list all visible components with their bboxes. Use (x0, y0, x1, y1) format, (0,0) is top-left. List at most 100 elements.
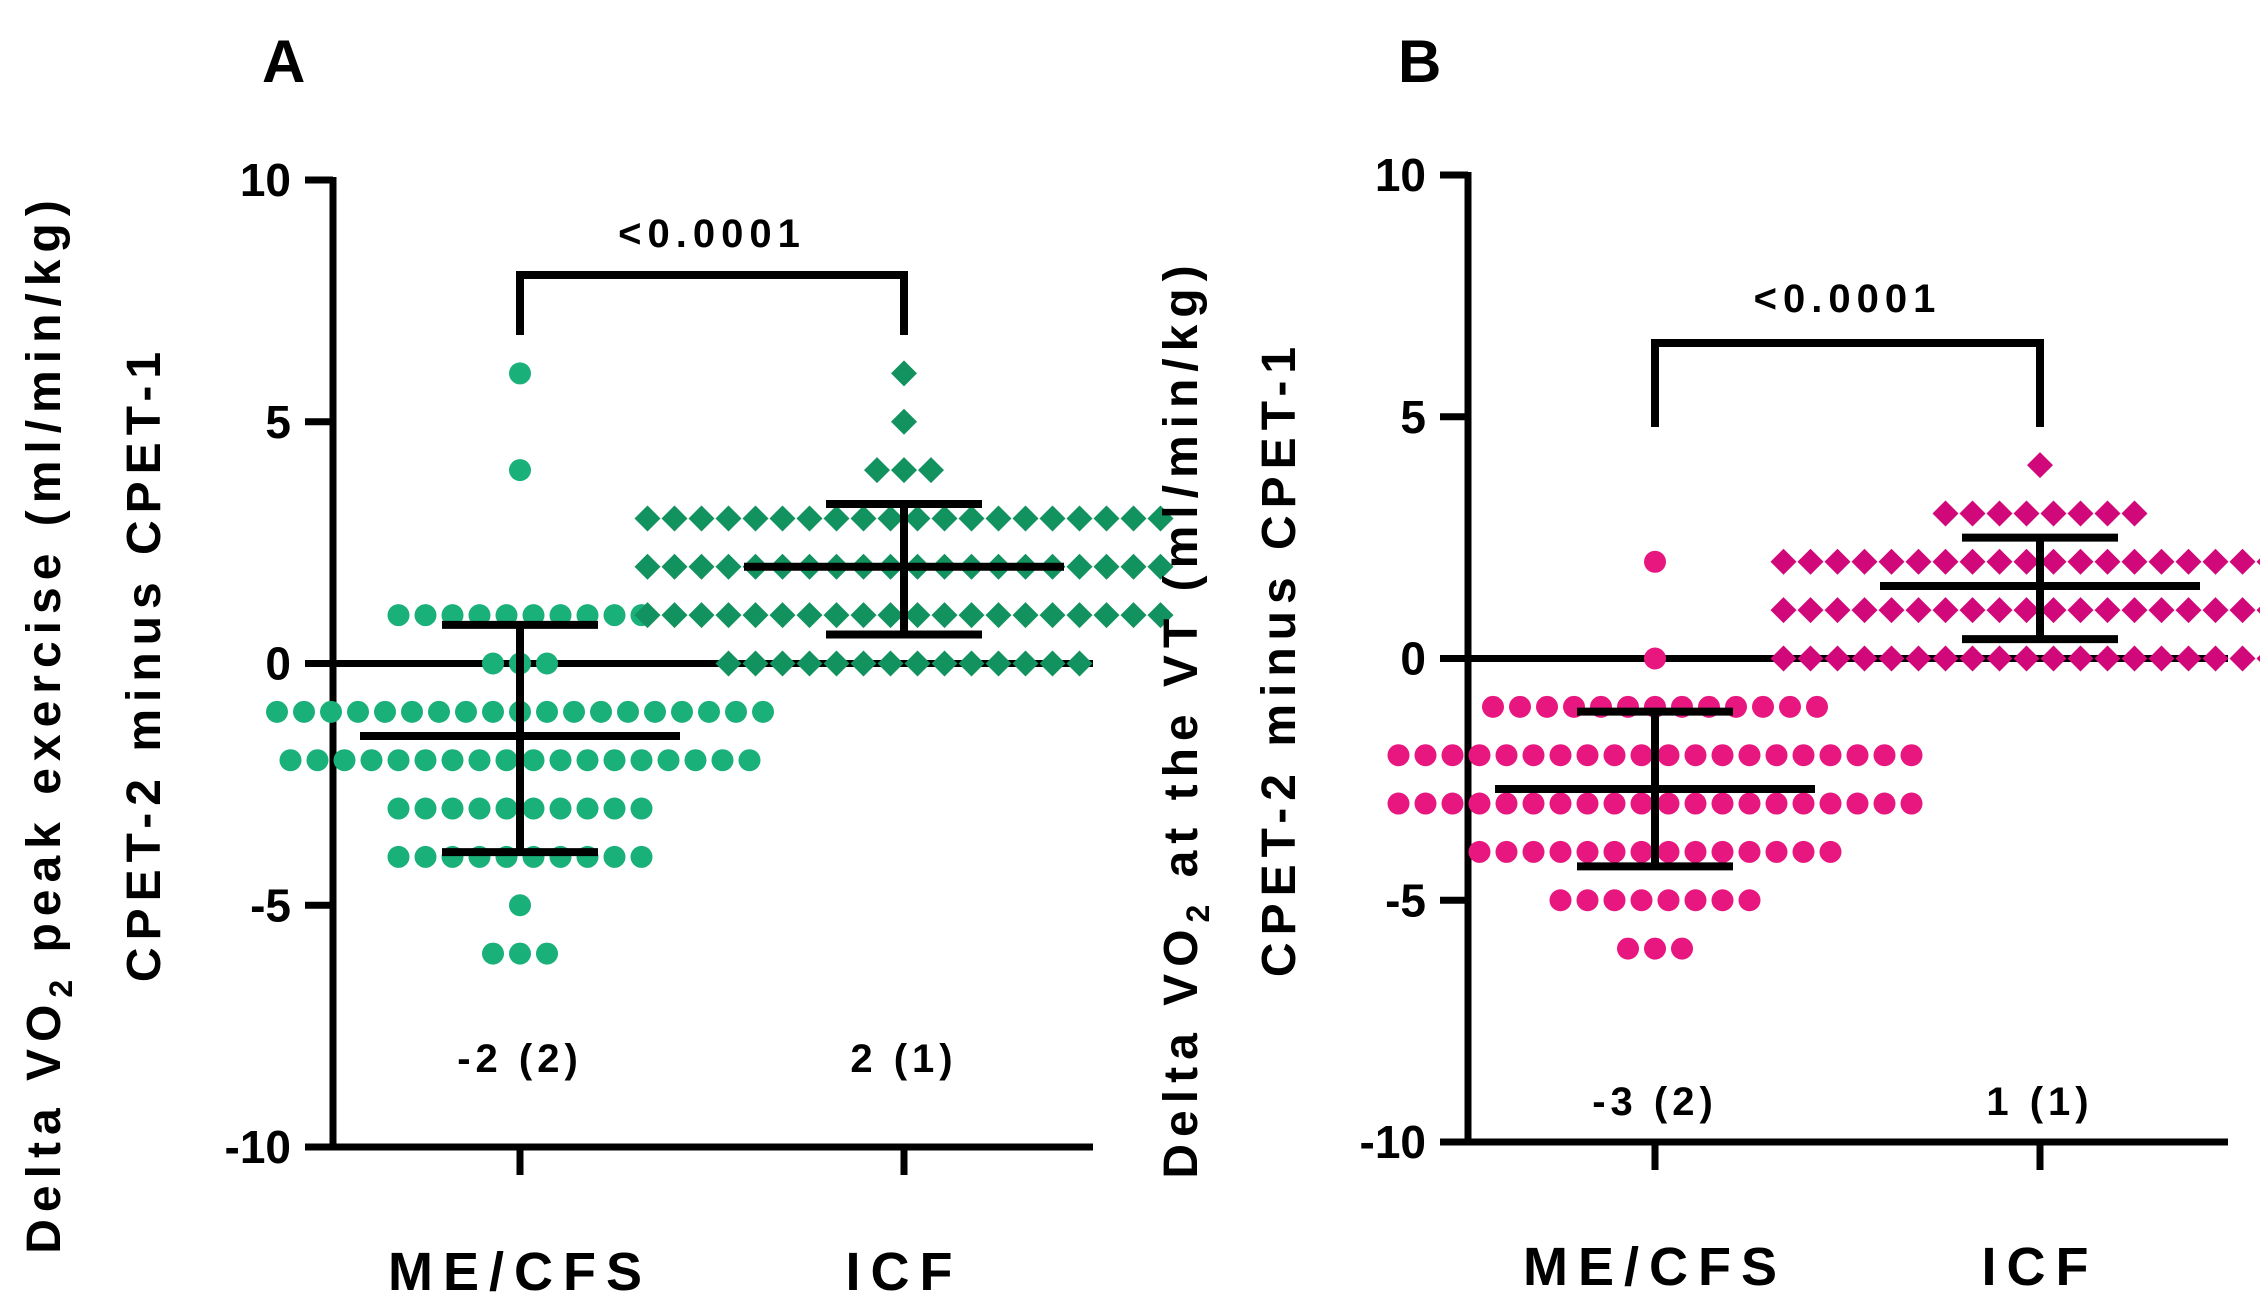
data-point (2013, 500, 2040, 527)
data-point (1441, 744, 1464, 767)
data-point (603, 749, 626, 772)
data-point (2027, 452, 2053, 479)
data-point (1986, 548, 2013, 575)
data-point (1549, 840, 1572, 863)
data-point (904, 505, 931, 532)
data-point (904, 650, 931, 677)
data-point (1738, 840, 1761, 863)
y-axis-label-line2: CPET-2 minus CPET-1 (1253, 340, 1306, 977)
data-point (2202, 645, 2229, 672)
data-point (603, 845, 626, 868)
data-point (2013, 548, 2040, 575)
data-point (1603, 840, 1626, 863)
data-point (414, 604, 437, 627)
data-point (2175, 548, 2202, 575)
data-point (1905, 597, 1932, 624)
data-point (1684, 840, 1707, 863)
data-point (891, 457, 917, 484)
data-point (1846, 792, 1869, 815)
data-point (1509, 695, 1531, 718)
data-point (428, 700, 450, 723)
data-point (918, 457, 944, 484)
data-point (1576, 889, 1599, 912)
data-point (1536, 695, 1558, 718)
data-point (742, 602, 769, 629)
data-point (796, 650, 823, 677)
data-point (576, 797, 599, 820)
data-point (576, 604, 599, 627)
data-point (279, 749, 302, 772)
data-point (2148, 548, 2175, 575)
data-point (2040, 597, 2067, 624)
data-point (1851, 548, 1878, 575)
y-tick-label: 0 (265, 638, 291, 690)
significance-bracket (516, 271, 908, 335)
data-point (630, 749, 653, 772)
data-point (468, 749, 491, 772)
data-point (1093, 505, 1120, 532)
y-axis-label-line1: Delta VO2 at the VT (ml/min/kg) (1155, 258, 1216, 1178)
data-point (1468, 840, 1491, 863)
y-tick-label: -10 (225, 1121, 291, 1173)
data-point (796, 505, 823, 532)
data-point (850, 505, 877, 532)
data-point (2202, 548, 2229, 575)
data-point (1711, 744, 1734, 767)
data-point (2229, 645, 2256, 672)
data-point (715, 553, 742, 580)
data-point (634, 602, 661, 629)
data-point (661, 505, 688, 532)
data-point (1905, 548, 1932, 575)
data-point (468, 604, 491, 627)
data-point (688, 505, 715, 532)
data-point (823, 505, 850, 532)
y-axis-label-line2: CPET-2 minus CPET-1 (118, 345, 171, 982)
data-point (2175, 597, 2202, 624)
data-point (644, 700, 666, 723)
data-point (522, 604, 545, 627)
data-point (549, 604, 572, 627)
data-point (1792, 744, 1815, 767)
data-point (1684, 744, 1707, 767)
data-point (657, 749, 680, 772)
group-summary-label: 2 (1) (850, 1037, 957, 1081)
data-point (1093, 553, 1120, 580)
data-point (603, 604, 626, 627)
data-point (1878, 645, 1905, 672)
data-point (715, 602, 742, 629)
data-point (1752, 695, 1774, 718)
data-point (468, 797, 491, 820)
data-point (1932, 500, 1959, 527)
y-tick-label: -5 (1385, 874, 1426, 926)
panel-label: B (1398, 28, 1441, 95)
data-point (563, 700, 585, 723)
data-point (1644, 550, 1666, 573)
data-point (2256, 655, 2260, 662)
data-point (1603, 744, 1626, 767)
significance-bracket (1651, 339, 2044, 427)
data-point (796, 602, 823, 629)
x-category-label: ICF (1982, 1237, 2099, 1297)
panel-B: B 10 5 0 -5 -10 ME/CFS ICF Delta VO2 at the VT (… (1155, 28, 2260, 1297)
data-point (2067, 597, 2094, 624)
data-point (661, 553, 688, 580)
data-point (1657, 889, 1680, 912)
data-point (823, 650, 850, 677)
data-point (1495, 792, 1518, 815)
data-point (1468, 744, 1491, 767)
data-point (1819, 792, 1842, 815)
data-point (2067, 500, 2094, 527)
data-point (2121, 500, 2148, 527)
data-point (1738, 744, 1761, 767)
data-point (1959, 500, 1986, 527)
data-point (2121, 548, 2148, 575)
data-point (1779, 695, 1801, 718)
data-point (1959, 597, 1986, 624)
data-point (1644, 937, 1666, 960)
data-point (1792, 792, 1815, 815)
data-point (769, 650, 796, 677)
data-point (1657, 792, 1680, 815)
y-tick-label: -10 (1360, 1116, 1426, 1168)
data-point (387, 604, 410, 627)
data-point (634, 505, 661, 532)
